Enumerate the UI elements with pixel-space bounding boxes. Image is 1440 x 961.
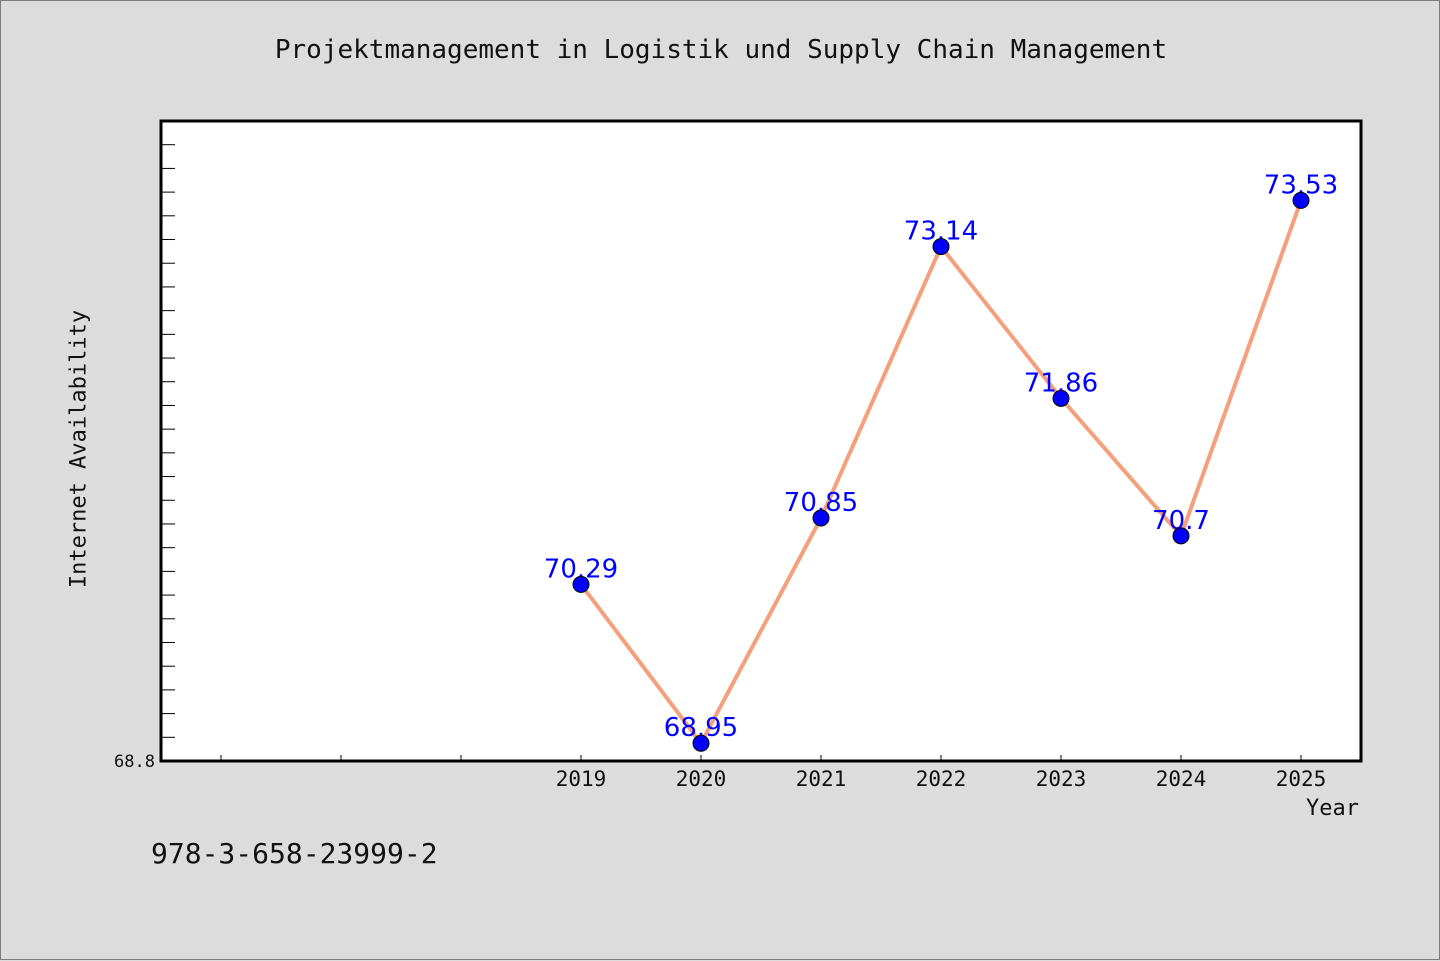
data-point (1052, 389, 1070, 407)
x-tick-label: 2021 (796, 767, 847, 791)
plot-border (159, 119, 1363, 763)
x-tick-label: 2024 (1156, 767, 1207, 791)
plot-area (161, 121, 1361, 761)
data-point (692, 734, 710, 752)
data-point (812, 509, 830, 527)
x-tick-label: 2020 (676, 767, 727, 791)
x-axis-label: Year (1306, 796, 1359, 821)
data-point (572, 575, 590, 593)
chart-title: Projektmanagement in Logistik und Supply… (274, 35, 1168, 65)
data-point (932, 238, 950, 256)
x-tick-label: 2022 (916, 767, 967, 791)
x-tick-label: 2025 (1276, 767, 1327, 791)
data-point (1172, 527, 1190, 545)
y-tick-label: 68.8 (114, 752, 155, 772)
data-point (1292, 191, 1310, 209)
isbn-footer: 978-3-658-23999-2 (151, 837, 438, 870)
x-tick-label: 2023 (1036, 767, 1087, 791)
x-tick-label: 2019 (556, 767, 607, 791)
